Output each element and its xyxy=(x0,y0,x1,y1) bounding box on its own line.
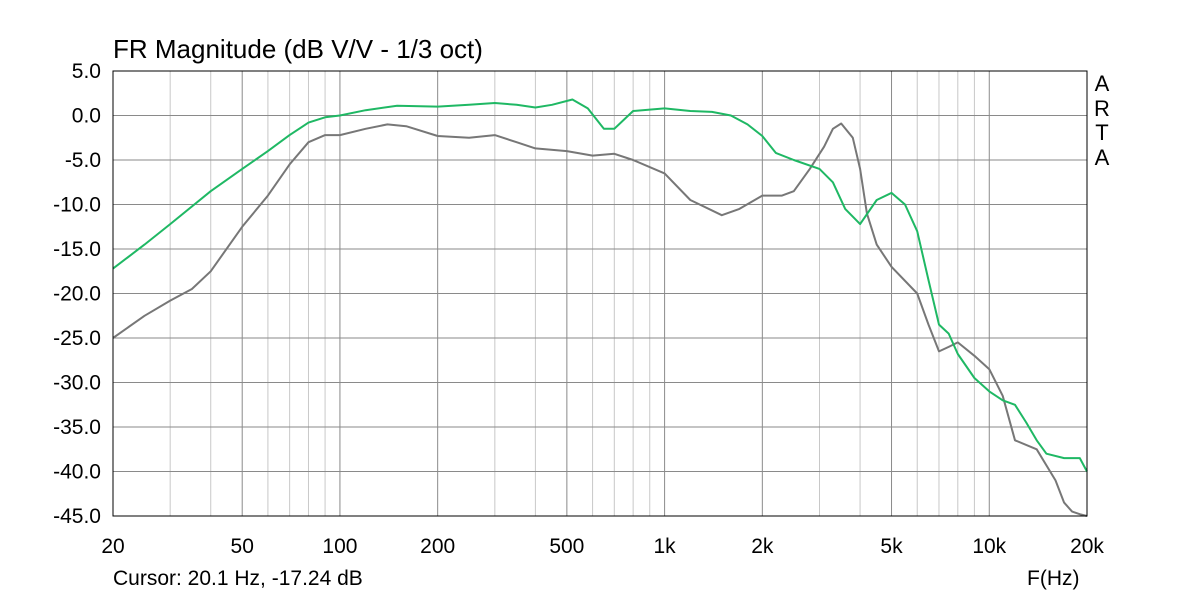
y-tick-label: -40.0 xyxy=(53,461,101,484)
x-tick-label: 500 xyxy=(549,535,584,558)
plot-frame xyxy=(112,70,1088,517)
x-tick-label: 10k xyxy=(972,535,1006,558)
y-tick-label: -30.0 xyxy=(53,372,101,395)
x-tick-label: 20 xyxy=(101,535,124,558)
x-tick-label: 20k xyxy=(1070,535,1104,558)
series-line-gray xyxy=(112,122,1088,517)
y-tick-labels: 5.0 0.0 -5.0 -10.0 -15.0 -20.0 -25.0 -30.0 -35.0… xyxy=(53,60,101,528)
brand-letter-t: T xyxy=(1095,120,1109,145)
x-tick-labels: 20 50 100 200 500 1k 2k 5k 10k 20k xyxy=(101,535,1104,558)
y-tick-label: -15.0 xyxy=(53,238,101,261)
major-grid xyxy=(112,70,1088,517)
y-tick-label: -5.0 xyxy=(65,149,101,172)
x-tick-label: 100 xyxy=(322,535,357,558)
x-tick-label: 200 xyxy=(420,535,455,558)
brand-label: A R T A xyxy=(1092,71,1112,170)
y-tick-label: -35.0 xyxy=(53,416,101,439)
x-tick-label: 1k xyxy=(654,535,677,558)
x-tick-label: 2k xyxy=(751,535,774,558)
y-tick-label: 0.0 xyxy=(72,105,101,128)
x-tick-label: 5k xyxy=(880,535,903,558)
brand-letter-r: R xyxy=(1094,95,1110,121)
y-tick-label: -20.0 xyxy=(53,283,101,306)
series-line-green xyxy=(112,98,1088,472)
brand-letter-a2: A xyxy=(1094,144,1110,170)
y-tick-label: 5.0 xyxy=(72,60,101,83)
chart-title: FR Magnitude (dB V/V - 1/3 oct) xyxy=(113,34,483,64)
cursor-readout: Cursor: 20.1 Hz, -17.24 dB xyxy=(113,567,363,590)
y-tick-label: -10.0 xyxy=(53,194,101,217)
x-tick-label: 50 xyxy=(231,535,254,558)
brand-letter-a1: A xyxy=(1094,71,1110,96)
y-tick-label: -25.0 xyxy=(53,327,101,350)
x-axis-label: F(Hz) xyxy=(1027,567,1080,590)
y-tick-label: -45.0 xyxy=(53,505,101,528)
series-layer xyxy=(112,98,1088,517)
